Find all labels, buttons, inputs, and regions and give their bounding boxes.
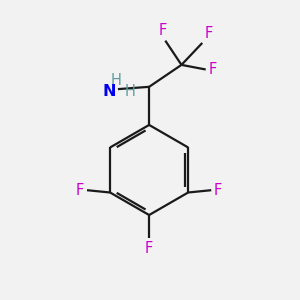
Text: H: H [110,73,121,88]
Text: F: F [214,183,222,198]
Text: F: F [159,23,167,38]
Text: F: F [205,26,213,40]
Text: F: F [76,183,84,198]
Text: F: F [145,241,153,256]
Text: H: H [124,84,135,99]
Text: F: F [208,62,217,77]
Text: N: N [102,84,116,99]
